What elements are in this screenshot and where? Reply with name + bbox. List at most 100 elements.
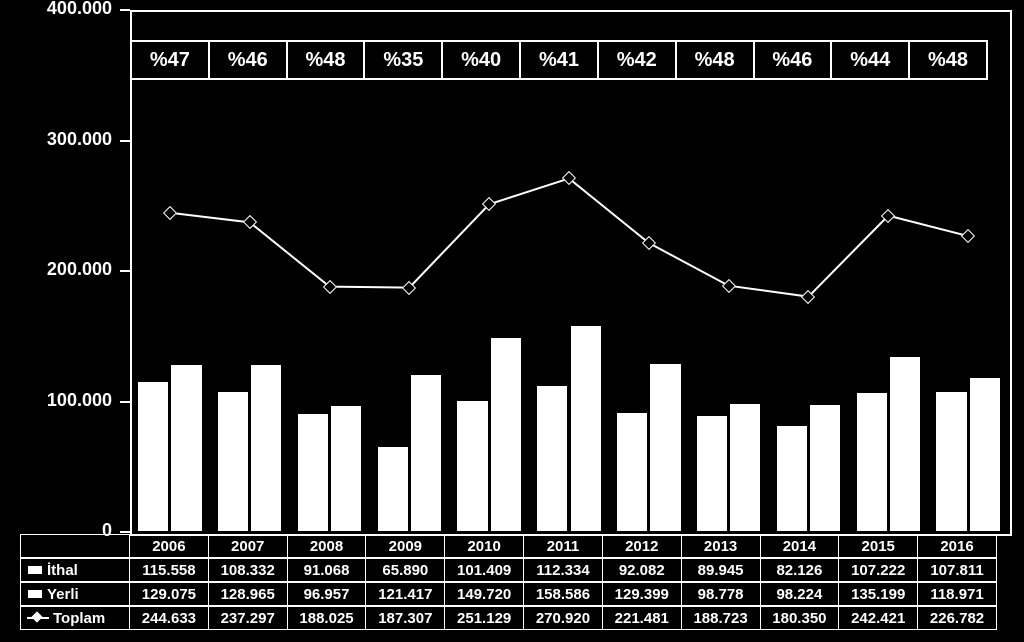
- bar-ithal: [137, 381, 169, 532]
- bar-ithal: [935, 391, 967, 532]
- chart-root: 0100.000200.000300.000400.000%47%46%48%3…: [0, 0, 1024, 642]
- table-cell: 107.222: [838, 558, 918, 582]
- y-axis-tick: [120, 531, 130, 533]
- table-cell: 180.350: [760, 606, 840, 630]
- percent-cell: %35: [363, 40, 443, 80]
- table-cell: 96.957: [287, 582, 367, 606]
- table-cell: 237.297: [208, 606, 288, 630]
- bar-yerli: [729, 403, 761, 532]
- table-cell: 244.633: [129, 606, 209, 630]
- table-cell: 2006: [129, 534, 209, 558]
- table-cell: 149.720: [444, 582, 524, 606]
- table-row: Yerli129.075128.96596.957121.417149.7201…: [20, 582, 997, 606]
- table-cell: 188.723: [681, 606, 761, 630]
- legend-line-icon: [27, 617, 49, 619]
- percent-cell: %48: [675, 40, 755, 80]
- bar-ithal: [856, 392, 888, 532]
- percent-cell: %48: [286, 40, 366, 80]
- table-cell: 2015: [838, 534, 918, 558]
- table-cell: 2014: [760, 534, 840, 558]
- table-cell: 2011: [523, 534, 603, 558]
- table-cell: 158.586: [523, 582, 603, 606]
- y-axis-tick: [120, 140, 130, 142]
- table-row: 2006200720082009201020112012201320142015…: [20, 534, 997, 558]
- y-axis-label: 100.000: [0, 390, 112, 411]
- bar-ithal: [456, 400, 488, 532]
- table-cell: 82.126: [760, 558, 840, 582]
- bar-yerli: [649, 363, 681, 532]
- table-cell: 221.481: [602, 606, 682, 630]
- table-header-cell: Yerli: [20, 582, 130, 606]
- bar-yerli: [969, 377, 1001, 532]
- percent-cell: %47: [130, 40, 210, 80]
- percent-cell: %42: [597, 40, 677, 80]
- table-cell: 101.409: [444, 558, 524, 582]
- legend-square-icon: [27, 589, 43, 599]
- legend-square-icon: [27, 565, 43, 575]
- table-cell: 187.307: [365, 606, 445, 630]
- y-axis-label: 200.000: [0, 259, 112, 280]
- table-cell: 2013: [681, 534, 761, 558]
- bar-ithal: [536, 385, 568, 532]
- table-cell: 121.417: [365, 582, 445, 606]
- table-header-label: Yerli: [47, 586, 79, 603]
- table-cell: 92.082: [602, 558, 682, 582]
- percent-cell: %40: [441, 40, 521, 80]
- bar-ithal: [776, 425, 808, 532]
- y-axis-tick: [120, 9, 130, 11]
- data-table: 2006200720082009201020112012201320142015…: [20, 534, 997, 630]
- table-cell: 270.920: [523, 606, 603, 630]
- table-cell: 2009: [365, 534, 445, 558]
- bar-ithal: [696, 415, 728, 532]
- percent-cell: %48: [908, 40, 988, 80]
- table-cell: 108.332: [208, 558, 288, 582]
- bar-yerli: [570, 325, 602, 532]
- y-axis-label: 400.000: [0, 0, 112, 19]
- table-row: İthal 115.558108.33291.06865.890101.40911…: [20, 558, 997, 582]
- y-axis-tick: [120, 401, 130, 403]
- bar-ithal: [217, 391, 249, 532]
- table-cell: 107.811: [917, 558, 997, 582]
- table-cell: 226.782: [917, 606, 997, 630]
- table-header-cell: İthal: [20, 558, 130, 582]
- table-cell: 115.558: [129, 558, 209, 582]
- percent-cell: %41: [519, 40, 599, 80]
- bar-yerli: [809, 404, 841, 532]
- table-cell: 98.778: [681, 582, 761, 606]
- percent-cell: %44: [830, 40, 910, 80]
- bar-ithal: [616, 412, 648, 532]
- percent-row: %47%46%48%35%40%41%42%48%46%44%48: [130, 40, 1008, 80]
- table-header-cell: Toplam: [20, 606, 130, 630]
- bar-yerli: [250, 364, 282, 532]
- bar-yerli: [410, 374, 442, 532]
- bar-yerli: [490, 337, 522, 532]
- percent-cell: %46: [753, 40, 833, 80]
- table-header-label: İthal: [47, 562, 78, 579]
- table-cell: 135.199: [838, 582, 918, 606]
- bar-yerli: [889, 356, 921, 532]
- table-cell: 129.399: [602, 582, 682, 606]
- bar-ithal: [377, 446, 409, 532]
- table-cell: 112.334: [523, 558, 603, 582]
- y-axis-tick: [120, 270, 130, 272]
- table-cell: 2007: [208, 534, 288, 558]
- table-cell: 2012: [602, 534, 682, 558]
- table-cell: 91.068: [287, 558, 367, 582]
- table-header-label: Toplam: [53, 610, 105, 627]
- table-cell: 2008: [287, 534, 367, 558]
- table-cell: 129.075: [129, 582, 209, 606]
- percent-cell: %46: [208, 40, 288, 80]
- table-cell: 242.421: [838, 606, 918, 630]
- table-cell: 2016: [917, 534, 997, 558]
- bar-yerli: [330, 405, 362, 532]
- table-cell: 89.945: [681, 558, 761, 582]
- table-row: Toplam 244.633237.297188.025187.307251.12…: [20, 606, 997, 630]
- table-cell: 251.129: [444, 606, 524, 630]
- table-cell: 65.890: [365, 558, 445, 582]
- table-cell: 118.971: [917, 582, 997, 606]
- y-axis-label: 300.000: [0, 129, 112, 150]
- bar-yerli: [170, 364, 202, 532]
- table-header-cell: [20, 534, 130, 558]
- bar-ithal: [297, 413, 329, 532]
- table-cell: 188.025: [287, 606, 367, 630]
